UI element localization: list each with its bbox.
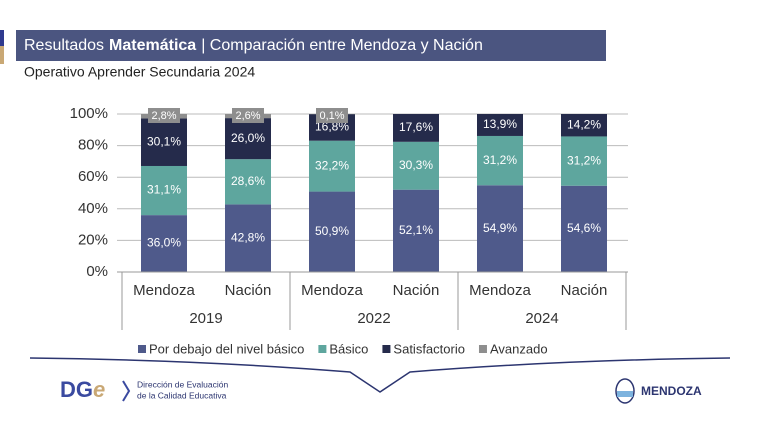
data-label: 17,6%	[399, 120, 433, 134]
x-tick-label: Nación	[393, 282, 440, 299]
x-tick-label: Mendoza	[469, 282, 531, 299]
legend-label: Satisfactorio	[393, 341, 465, 356]
data-label: 54,9%	[483, 221, 517, 235]
legend-swatch	[318, 345, 327, 353]
y-tick-label: 0%	[86, 263, 108, 280]
data-label: 36,0%	[147, 236, 181, 250]
legend-label: Avanzado	[490, 341, 548, 356]
data-label: 31,2%	[483, 153, 517, 167]
bar-segment	[225, 159, 271, 205]
data-label: 32,2%	[315, 158, 349, 172]
group-label: 2019	[189, 310, 222, 327]
data-label: 13,9%	[483, 117, 517, 131]
group-label: 2022	[357, 310, 390, 327]
logo-text: DG	[60, 377, 93, 402]
bar-segment	[225, 118, 271, 160]
bar-segment	[393, 114, 439, 142]
footer-curve	[29, 357, 731, 393]
chart-title: Resultados Matemática | Comparación entre …	[24, 37, 483, 54]
bar-segment	[477, 135, 523, 186]
y-tick-label: 100%	[70, 105, 108, 122]
legend-swatch	[382, 345, 391, 353]
legend-label: Por debajo del nivel básico	[149, 341, 304, 356]
province: MENDOZA	[641, 384, 702, 398]
data-label: 2,8%	[151, 110, 176, 122]
data-label: 42,8%	[231, 230, 265, 244]
legend-swatch	[138, 345, 146, 353]
title-part: Matemática	[109, 37, 196, 54]
data-label: 16,8%	[315, 120, 349, 134]
label-box	[316, 108, 348, 123]
logo-chevron	[122, 380, 131, 402]
data-label: 50,9%	[315, 224, 349, 238]
x-tick-label: Mendoza	[301, 282, 363, 299]
data-label: 52,1%	[399, 223, 433, 237]
bar-segment	[561, 114, 607, 137]
bar-segment	[561, 185, 607, 272]
data-label: 14,2%	[567, 117, 601, 131]
org-name: Dirección de Evaluación	[137, 379, 228, 389]
title-part: | Comparación entre Mendoza y Nación	[201, 37, 483, 54]
bar-segment	[309, 140, 355, 192]
y-tick-label: 80%	[78, 137, 108, 154]
y-tick-label: 40%	[78, 200, 108, 217]
data-label: 0,1%	[319, 110, 344, 122]
subtitle: Operativo Aprender Secundaria 2024	[24, 64, 255, 80]
data-label: 28,6%	[231, 174, 265, 188]
legend-label: Básico	[329, 341, 368, 356]
accent	[0, 30, 4, 46]
bar-segment	[309, 191, 355, 272]
y-tick-label: 20%	[78, 231, 108, 248]
y-tick-label: 60%	[78, 168, 108, 185]
label-box	[232, 108, 264, 123]
data-label: 30,3%	[399, 158, 433, 172]
bar-segment	[393, 141, 439, 190]
data-label: 2,6%	[235, 110, 260, 122]
title-part: Resultados	[24, 37, 104, 54]
data-label: 31,2%	[567, 153, 601, 167]
org-name: de la Calidad Educativa	[137, 390, 227, 400]
x-tick-label: Nación	[225, 282, 272, 299]
bar-segment	[477, 185, 523, 272]
bar-segment	[225, 204, 271, 272]
legend-swatch	[478, 345, 487, 353]
data-label: 54,6%	[567, 221, 601, 235]
accent	[0, 46, 4, 64]
data-label: 31,1%	[147, 183, 181, 197]
logo: DGe	[60, 377, 105, 402]
title-bar	[16, 30, 606, 61]
bar-segment	[561, 136, 607, 186]
data-label: 30,1%	[147, 134, 181, 148]
data-label: 26,0%	[231, 131, 265, 145]
bar-segment	[477, 114, 523, 136]
bar-segment	[393, 189, 439, 272]
group-label: 2024	[525, 310, 558, 327]
bar-segment	[141, 165, 187, 216]
label-box	[148, 108, 180, 123]
bar-segment	[141, 118, 187, 166]
shield-band	[617, 391, 633, 397]
x-tick-label: Mendoza	[133, 282, 195, 299]
logo-text: e	[93, 377, 105, 402]
bar-segment	[141, 215, 187, 272]
x-tick-label: Nación	[561, 282, 608, 299]
